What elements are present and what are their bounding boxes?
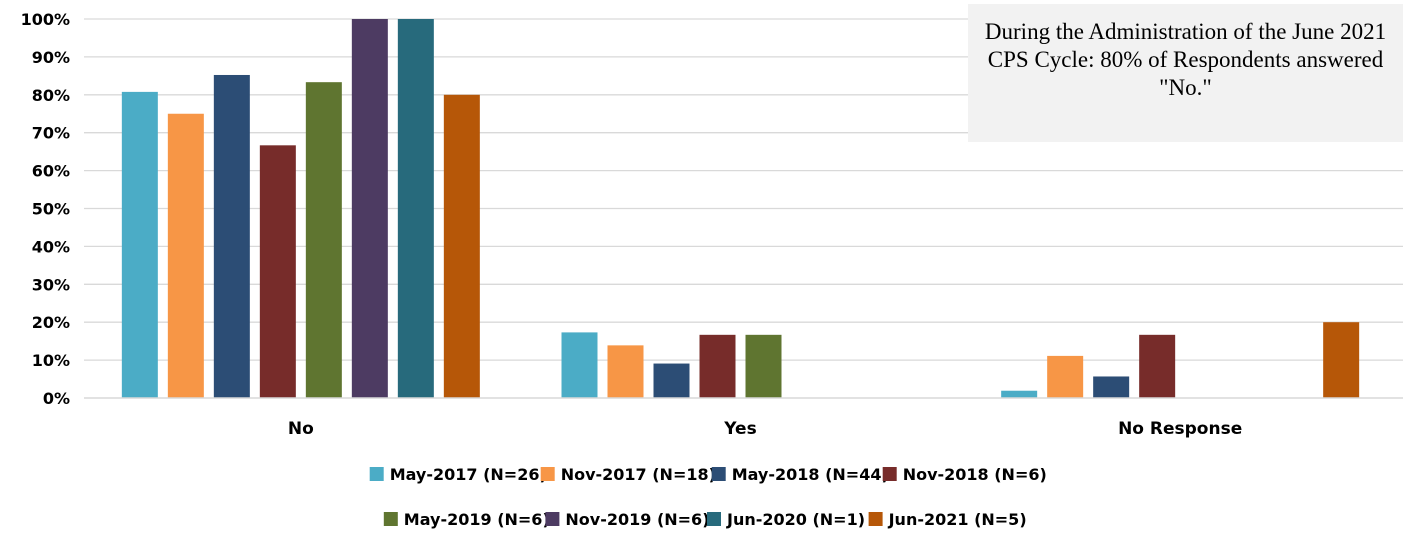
bar [561, 332, 598, 398]
y-tick-label: 80% [32, 86, 70, 105]
bar [607, 345, 644, 398]
x-category-label: No [288, 419, 314, 439]
legend: May-2017 (N=26) Nov-2017 (N=18) May-2018 (… [369, 465, 1047, 529]
bar [1047, 355, 1084, 398]
legend-item: Jun-2021 (N=5) [868, 510, 1027, 529]
bar [121, 91, 158, 398]
x-category-label: Yes [723, 419, 756, 439]
bar [699, 334, 736, 398]
legend-swatch [707, 512, 721, 526]
annotation-text: During the Administration of the June 20… [984, 19, 1387, 100]
y-tick-label: 50% [32, 200, 70, 219]
legend-item: Nov-2019 (N=6) [545, 510, 710, 529]
bar [745, 334, 782, 398]
legend-label: Nov-2019 (N=6) [565, 510, 709, 529]
y-tick-label: 10% [32, 351, 70, 370]
legend-label: Nov-2017 (N=18) [561, 465, 716, 484]
bar [167, 113, 204, 398]
legend-swatch [540, 467, 555, 481]
legend-swatch [882, 467, 897, 481]
legend-swatch [369, 467, 384, 481]
bar [259, 145, 296, 398]
legend-label: Jun-2020 (N=1) [726, 510, 865, 529]
y-axis-ticks: 0% 10% 20% 30% 40% 50% 60% 70% 80% 90% 100% [21, 10, 70, 408]
bar [1323, 322, 1360, 398]
bar [213, 74, 250, 398]
bar [443, 94, 480, 399]
legend-item: May-2019 (N=6) [383, 510, 550, 529]
legend-label: May-2018 (N=44) [732, 465, 889, 484]
y-tick-label: 20% [32, 313, 70, 332]
legend-item: May-2018 (N=44) [711, 465, 889, 484]
annotation-box: During the Administration of the June 20… [968, 4, 1403, 142]
bar [1139, 334, 1176, 398]
bars [121, 19, 1360, 399]
legend-label: May-2017 (N=26) [390, 465, 547, 484]
x-category-label: No Response [1118, 419, 1242, 439]
legend-swatch [383, 512, 398, 526]
y-tick-label: 30% [32, 275, 70, 294]
legend-swatch [868, 512, 883, 526]
bar [351, 19, 388, 398]
y-tick-label: 0% [43, 389, 70, 408]
y-tick-label: 60% [32, 162, 70, 181]
bar [1001, 390, 1038, 398]
y-tick-label: 70% [32, 124, 70, 143]
y-tick-label: 40% [32, 237, 70, 256]
legend-label: May-2019 (N=6) [404, 510, 550, 529]
y-tick-label: 90% [32, 48, 70, 67]
legend-swatch [545, 512, 560, 526]
legend-label: Nov-2018 (N=6) [903, 465, 1047, 484]
bar [305, 82, 342, 399]
legend-label: Jun-2021 (N=5) [888, 510, 1027, 529]
bar [653, 363, 690, 398]
legend-swatch [711, 467, 726, 481]
legend-item: Jun-2020 (N=1) [707, 510, 865, 529]
category-labels: No Yes No Response [288, 419, 1242, 439]
legend-item: Nov-2018 (N=6) [882, 465, 1047, 484]
legend-item: May-2017 (N=26) [369, 465, 547, 484]
y-tick-label: 100% [21, 10, 70, 29]
legend-item: Nov-2017 (N=18) [540, 465, 716, 484]
bar [1093, 376, 1130, 398]
bar [397, 19, 434, 398]
